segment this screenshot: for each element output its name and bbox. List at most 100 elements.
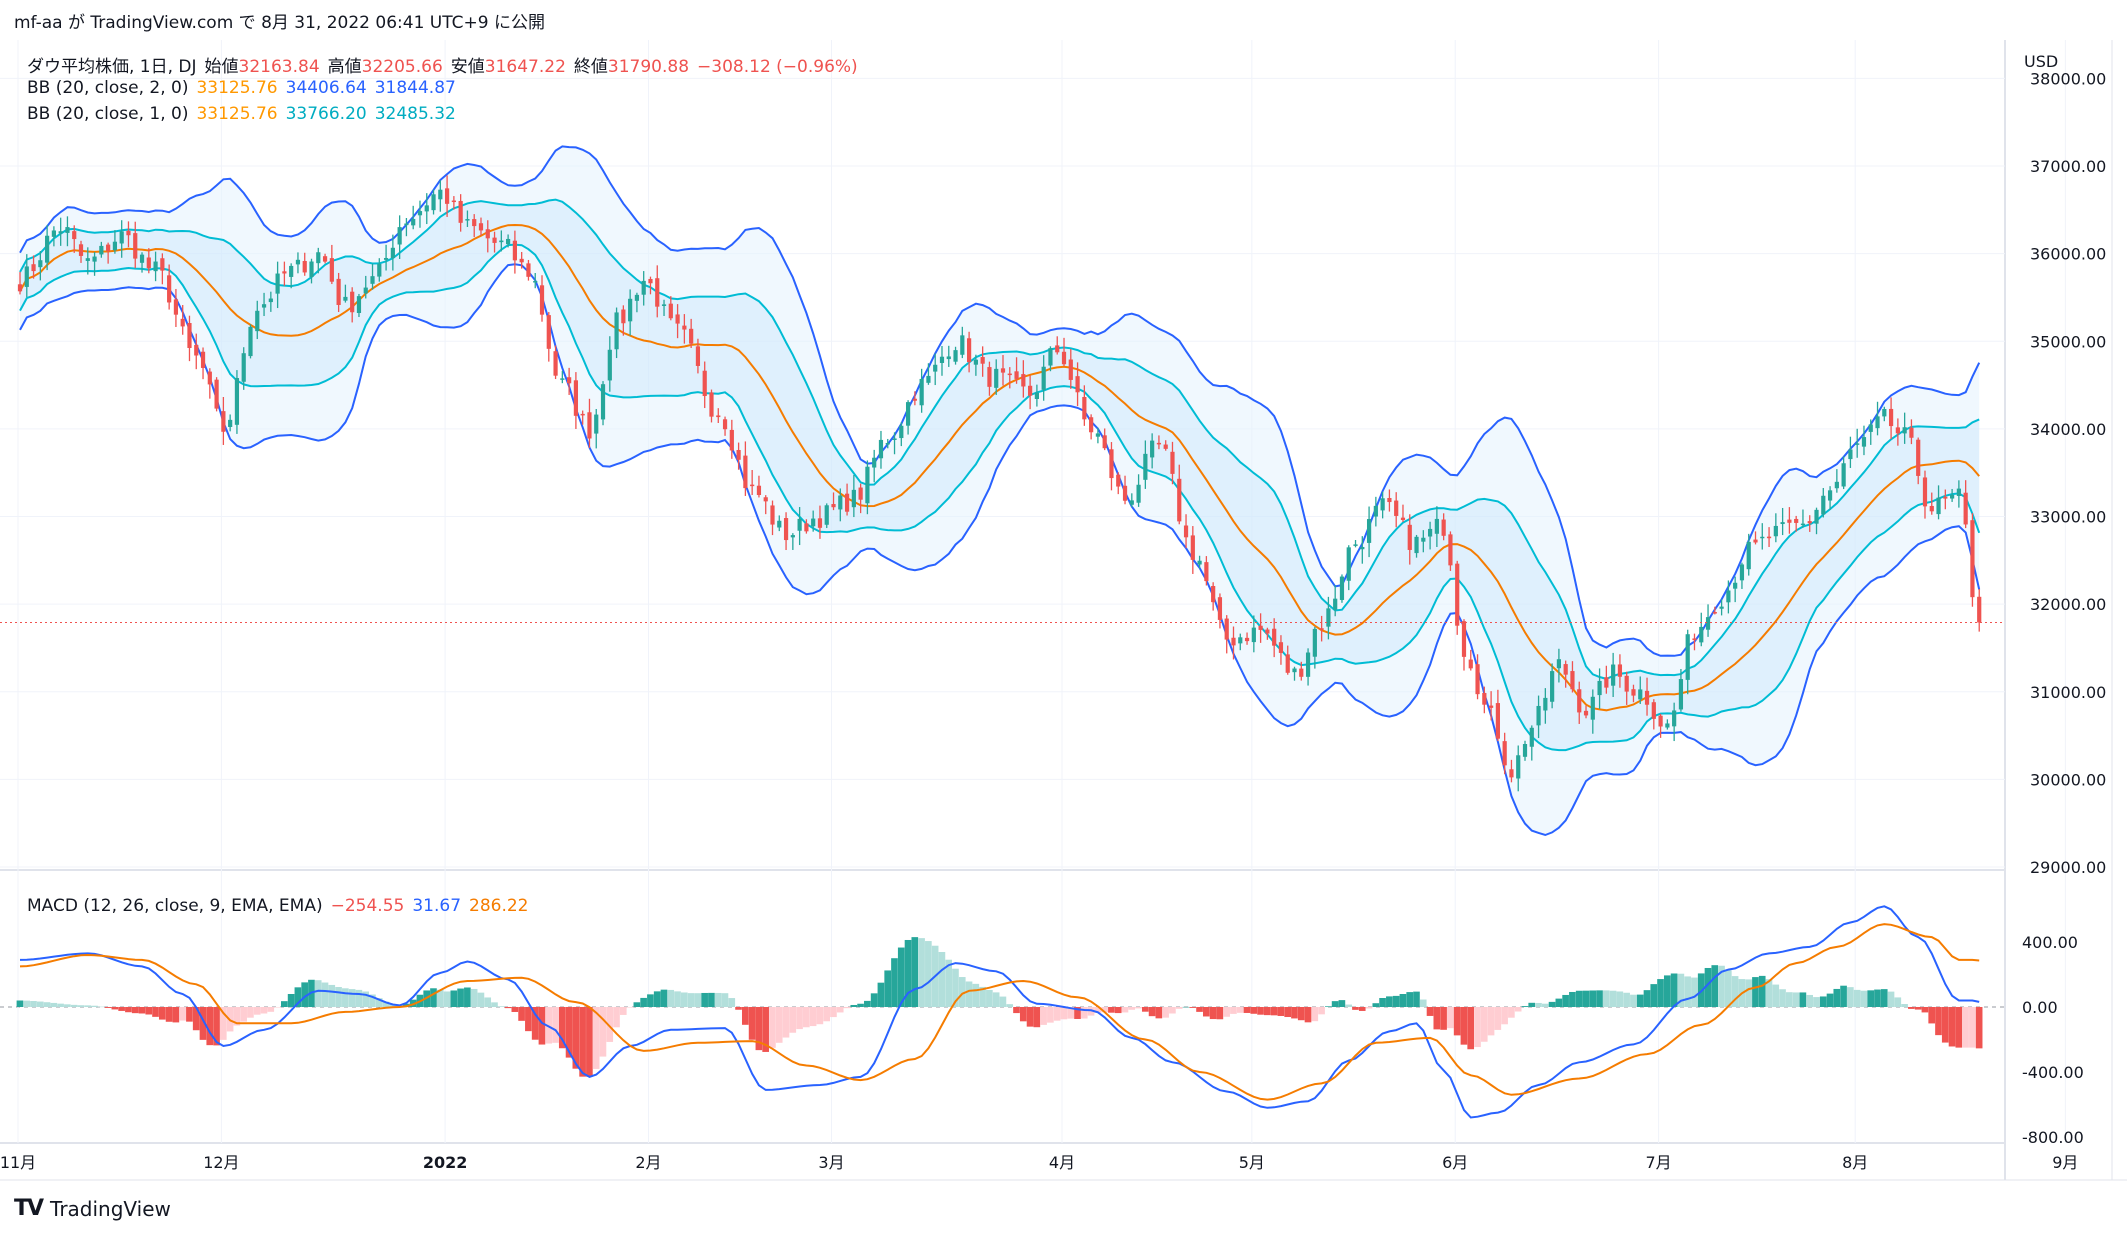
candle-body[interactable] <box>1319 628 1324 630</box>
macd-histogram-bar[interactable] <box>77 1005 85 1007</box>
macd-histogram-bar[interactable] <box>1162 1007 1169 1018</box>
macd-histogram-bar[interactable] <box>1657 979 1664 1007</box>
candle-body[interactable] <box>289 265 294 277</box>
macd-histogram-bar[interactable] <box>1345 1004 1352 1007</box>
candle-body[interactable] <box>1028 385 1033 396</box>
macd-histogram-bar[interactable] <box>470 988 478 1007</box>
candle-body[interactable] <box>533 281 538 283</box>
macd-histogram-bar[interactable] <box>91 1005 98 1007</box>
macd-histogram-bar[interactable] <box>1182 1006 1190 1008</box>
macd-histogram-bar[interactable] <box>531 1007 539 1040</box>
candle-body[interactable] <box>1604 677 1609 688</box>
candle-body[interactable] <box>1265 629 1270 634</box>
candle-body[interactable] <box>173 299 179 315</box>
macd-histogram-bar[interactable] <box>1704 967 1712 1007</box>
macd-histogram-bar[interactable] <box>1589 990 1597 1007</box>
candle-body[interactable] <box>99 245 104 255</box>
macd-histogram-bar[interactable] <box>504 1007 512 1009</box>
macd-histogram-bar[interactable] <box>1013 1007 1020 1014</box>
candle-body[interactable] <box>1156 442 1162 445</box>
macd-histogram-bar[interactable] <box>972 983 980 1007</box>
macd-histogram-bar[interactable] <box>450 990 458 1007</box>
candle-body[interactable] <box>1733 582 1738 589</box>
macd-histogram-bar[interactable] <box>1379 998 1386 1007</box>
candle-body[interactable] <box>1400 517 1406 520</box>
macd-histogram-bar[interactable] <box>1141 1007 1149 1012</box>
bb1-upper-line[interactable] <box>19 198 1980 680</box>
candle-body[interactable] <box>1841 463 1846 487</box>
candle-body[interactable] <box>817 518 823 528</box>
macd-histogram-bar[interactable] <box>1677 973 1685 1007</box>
macd-histogram-bar[interactable] <box>660 989 668 1007</box>
macd-histogram-bar[interactable] <box>619 1007 627 1015</box>
candle-body[interactable] <box>729 429 734 451</box>
macd-histogram-bar[interactable] <box>1508 1007 1515 1018</box>
candle-body[interactable] <box>1963 492 1968 525</box>
macd-histogram-bar[interactable] <box>1636 994 1644 1007</box>
macd-histogram-bar[interactable] <box>538 1007 546 1045</box>
macd-histogram-bar[interactable] <box>1975 1007 1983 1049</box>
macd-histogram-bar[interactable] <box>192 1007 200 1031</box>
macd-histogram-bar[interactable] <box>1114 1007 1122 1014</box>
macd-histogram-bar[interactable] <box>809 1007 817 1027</box>
macd-histogram-bar[interactable] <box>1569 991 1576 1007</box>
candle-body[interactable] <box>905 402 911 426</box>
macd-histogram-bar[interactable] <box>1969 1007 1976 1048</box>
macd-histogram-bar[interactable] <box>1928 1007 1936 1024</box>
candle-body[interactable] <box>1950 494 1955 499</box>
macd-histogram-bar[interactable] <box>1277 1007 1285 1016</box>
macd-histogram-bar[interactable] <box>606 1007 614 1042</box>
macd-histogram-bar[interactable] <box>1609 990 1617 1007</box>
candle-body[interactable] <box>770 505 775 525</box>
macd-histogram-bar[interactable] <box>436 989 444 1007</box>
macd-histogram-bar[interactable] <box>1135 1007 1142 1009</box>
macd-histogram-bar[interactable] <box>1264 1007 1271 1016</box>
macd-histogram-bar[interactable] <box>775 1007 783 1043</box>
candle-body[interactable] <box>1699 626 1704 643</box>
candle-body[interactable] <box>1211 586 1216 603</box>
candle-body[interactable] <box>1007 373 1012 376</box>
candle-body[interactable] <box>790 535 795 538</box>
candle-body[interactable] <box>634 294 640 301</box>
candle-body[interactable] <box>567 377 572 384</box>
candle-body[interactable] <box>451 200 456 203</box>
candle-body[interactable] <box>885 442 890 445</box>
macd-histogram-bar[interactable] <box>599 1007 607 1057</box>
candle-body[interactable] <box>607 349 612 381</box>
macd-histogram-bar[interactable] <box>1331 1001 1339 1007</box>
candle-body[interactable] <box>444 188 450 204</box>
candle-body[interactable] <box>1861 437 1867 447</box>
candle-body[interactable] <box>1550 671 1555 702</box>
macd-histogram-bar[interactable] <box>1962 1007 1969 1048</box>
candle-body[interactable] <box>1834 481 1839 489</box>
candle-body[interactable] <box>1556 659 1562 669</box>
macd-histogram-bar[interactable] <box>1304 1007 1312 1023</box>
macd-histogram-bar[interactable] <box>592 1007 600 1069</box>
candle-body[interactable] <box>1780 522 1785 525</box>
candle-body[interactable] <box>78 244 84 256</box>
macd-histogram-bar[interactable] <box>789 1007 797 1033</box>
candle-body[interactable] <box>1719 606 1724 609</box>
candle-body[interactable] <box>661 304 667 306</box>
candle-body[interactable] <box>1631 689 1636 696</box>
candle-body[interactable] <box>912 398 917 401</box>
macd-histogram-bar[interactable] <box>816 1007 824 1025</box>
candle-body[interactable] <box>295 259 301 265</box>
candle-body[interactable] <box>377 263 382 277</box>
candle-body[interactable] <box>1075 376 1080 393</box>
macd-histogram-bar[interactable] <box>1670 973 1678 1007</box>
macd-histogram-bar[interactable] <box>552 1007 559 1043</box>
candle-body[interactable] <box>1705 617 1711 630</box>
macd-histogram-bar[interactable] <box>1175 1007 1183 1009</box>
macd-histogram-bar[interactable] <box>206 1007 214 1046</box>
candle-body[interactable] <box>478 223 484 231</box>
bb2-upper-line[interactable] <box>19 145 1981 657</box>
candle-body[interactable] <box>1509 769 1514 778</box>
candle-body[interactable] <box>1095 433 1101 437</box>
candle-body[interactable] <box>85 258 90 261</box>
macd-histogram-bar[interactable] <box>565 1007 573 1058</box>
candle-body[interactable] <box>1421 537 1426 542</box>
tradingview-logo[interactable]: TV TradingView <box>14 1196 171 1221</box>
macd-histogram-bar[interactable] <box>1406 992 1414 1007</box>
candle-body[interactable] <box>1414 536 1419 554</box>
